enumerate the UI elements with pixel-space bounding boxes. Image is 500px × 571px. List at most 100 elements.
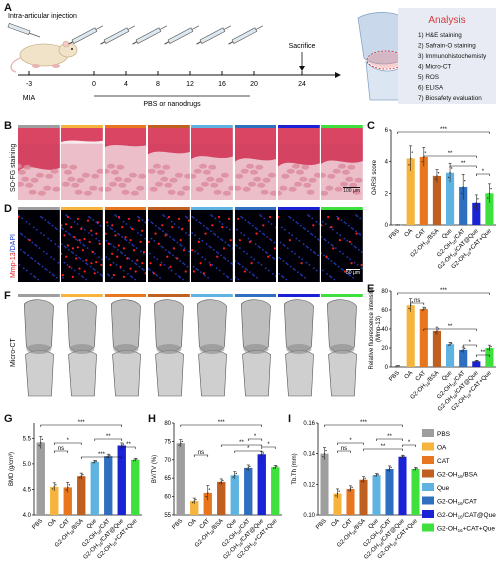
legend-label: G2-OH16/CAT	[437, 499, 477, 507]
data-point	[490, 345, 492, 348]
data-point	[388, 468, 391, 470]
y-axis-label: BMD (g/cm³)	[9, 452, 15, 486]
data-point	[276, 465, 278, 467]
significance-label: **	[387, 434, 392, 440]
significance-label: **	[461, 161, 466, 167]
y-tick-label: 60	[164, 495, 171, 501]
data-point	[205, 495, 207, 498]
significance-label: **	[448, 151, 453, 157]
significance-label: ***	[78, 420, 86, 426]
data-point	[390, 466, 392, 469]
mmp-image-tile	[277, 207, 320, 282]
syringe-icon	[196, 25, 232, 45]
significance-bracket	[261, 446, 276, 449]
legend-label: G2-OH16/BSA	[437, 472, 478, 480]
significance-label: **	[481, 350, 486, 356]
data-point	[82, 473, 84, 476]
data-point	[475, 202, 478, 204]
data-point	[40, 441, 42, 444]
mia-label: MIA	[23, 95, 36, 102]
bar	[459, 349, 468, 367]
significance-bracket	[234, 450, 263, 453]
data-point	[411, 301, 413, 303]
significance-label: ***	[98, 452, 106, 458]
y-tick-label: 80	[164, 421, 171, 427]
data-point	[477, 198, 479, 200]
y-tick-label: 65	[164, 476, 171, 482]
data-point	[395, 365, 397, 367]
analysis-item: 4) Micro-CT	[418, 64, 451, 71]
y-tick-label: 2	[385, 191, 389, 197]
data-point	[374, 475, 376, 477]
data-point	[424, 307, 427, 309]
data-point	[136, 458, 138, 460]
data-point	[395, 224, 397, 226]
data-point	[488, 192, 491, 195]
legend-swatch	[422, 483, 434, 491]
y-tick-label: 5.0	[23, 462, 32, 468]
data-point	[335, 495, 337, 497]
timeline-day-label: 8	[156, 81, 160, 88]
legend-label: PBS	[437, 431, 451, 438]
y-tick-label: 80	[381, 289, 388, 295]
significance-bracket	[220, 444, 263, 447]
bar	[385, 469, 394, 515]
data-point	[449, 172, 451, 174]
significance-label: *	[408, 440, 411, 446]
data-point	[41, 438, 44, 441]
significance-label: **	[106, 434, 111, 440]
data-point	[464, 179, 466, 182]
y-tick-label: 0	[385, 223, 389, 229]
data-point	[414, 468, 417, 470]
significance-bracket	[53, 450, 69, 453]
panel-letter-h: H	[148, 413, 156, 425]
bar	[359, 479, 368, 515]
x-tick-label: OA	[404, 228, 414, 238]
x-tick-label: OA	[404, 370, 414, 380]
data-point	[474, 361, 476, 363]
significance-label: *	[482, 169, 485, 175]
so-fg-image-tile	[234, 125, 277, 200]
bar	[406, 305, 415, 367]
data-point	[436, 330, 438, 332]
mmp13-row: 50 μm	[18, 207, 363, 282]
data-point	[178, 444, 180, 446]
data-point	[207, 492, 209, 494]
data-point	[413, 469, 415, 471]
data-point	[375, 474, 378, 476]
significance-bracket	[193, 454, 209, 457]
analysis-list: 1) H&E staining 2) Safrain-O staining 3) I…	[418, 32, 487, 102]
x-tick-label: PBS	[388, 228, 401, 241]
data-point	[232, 476, 234, 478]
significance-bracket	[449, 165, 477, 168]
significance-bracket	[476, 173, 490, 176]
timeline-day-label: 24	[298, 81, 306, 88]
legend-label: G2-OH16/CAT@Que	[437, 512, 496, 520]
bar	[459, 187, 468, 225]
bar	[445, 344, 455, 367]
analysis-item: 6) ELISA	[418, 85, 444, 92]
analysis-item: 5) ROS	[418, 74, 439, 81]
syringe-icon	[228, 25, 264, 45]
so-fg-image-tile	[18, 125, 60, 200]
mmp-image-tile	[234, 207, 277, 282]
mmp-image-tile	[61, 207, 104, 282]
significance-bracket	[423, 328, 477, 331]
data-point	[122, 443, 125, 445]
x-tick-label: OA	[47, 518, 57, 528]
significance-label: *	[254, 434, 257, 440]
significance-label: **	[126, 442, 131, 448]
data-point	[411, 151, 413, 153]
data-point	[51, 488, 54, 490]
data-point	[249, 465, 251, 468]
y-axis-label: Tb.Th (mm)	[292, 453, 298, 484]
bar	[271, 467, 280, 515]
data-point	[362, 479, 365, 481]
bar	[432, 175, 442, 225]
bar	[320, 453, 329, 515]
data-point	[68, 484, 71, 486]
x-tick-label: PBS	[315, 518, 328, 531]
knee-joint-icon	[357, 12, 409, 101]
data-point	[119, 446, 121, 448]
